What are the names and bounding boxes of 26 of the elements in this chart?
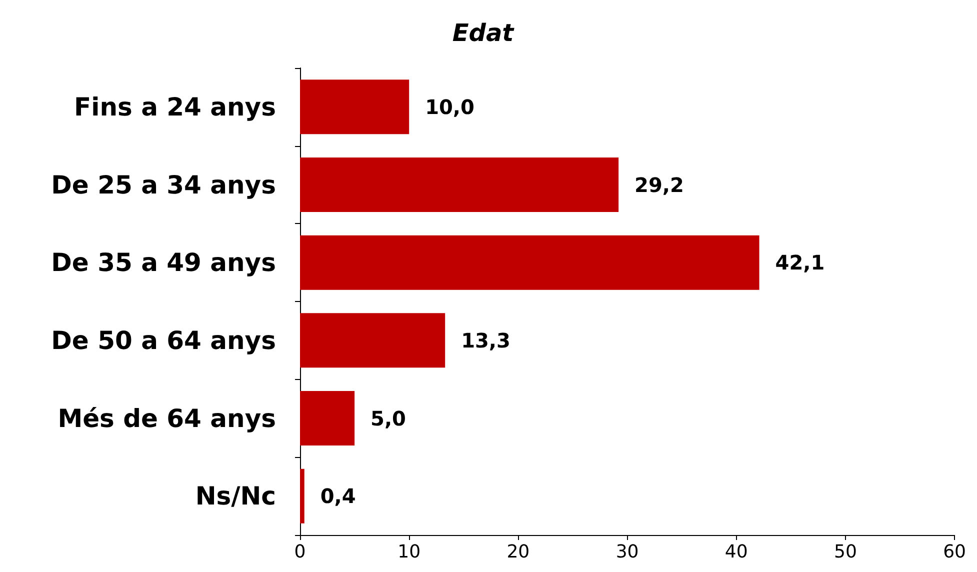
x-tick-label: 50 (834, 542, 857, 562)
x-tick-label: 20 (506, 542, 530, 562)
y-tick-label: De 35 a 49 anys (51, 248, 276, 278)
bar (300, 468, 304, 524)
data-label: 29,2 (634, 172, 684, 197)
x-tick-label: 40 (724, 542, 748, 562)
data-label: 10,0 (425, 94, 474, 119)
bar (300, 313, 446, 368)
bar (300, 80, 410, 134)
data-label: 0,4 (320, 484, 356, 508)
bar (300, 158, 619, 212)
y-tick-label: Més de 64 anys (58, 404, 276, 433)
data-label: 5,0 (370, 406, 406, 430)
x-tick-label: 0 (294, 542, 306, 562)
x-tick-label: 60 (943, 542, 966, 562)
bar (300, 391, 355, 446)
x-tick-label: 30 (616, 542, 639, 562)
chart-title: Edat (452, 19, 516, 47)
y-tick-label: De 50 a 64 anys (51, 326, 276, 355)
y-tick-label: Ns/Nc (195, 482, 276, 511)
data-label: 13,3 (461, 328, 510, 352)
data-label: 42,1 (775, 250, 825, 275)
x-tick-label: 10 (398, 542, 421, 562)
bar (300, 235, 760, 290)
y-tick-label: De 25 a 34 anys (51, 170, 276, 200)
y-tick-label: Fins a 24 anys (74, 92, 276, 122)
